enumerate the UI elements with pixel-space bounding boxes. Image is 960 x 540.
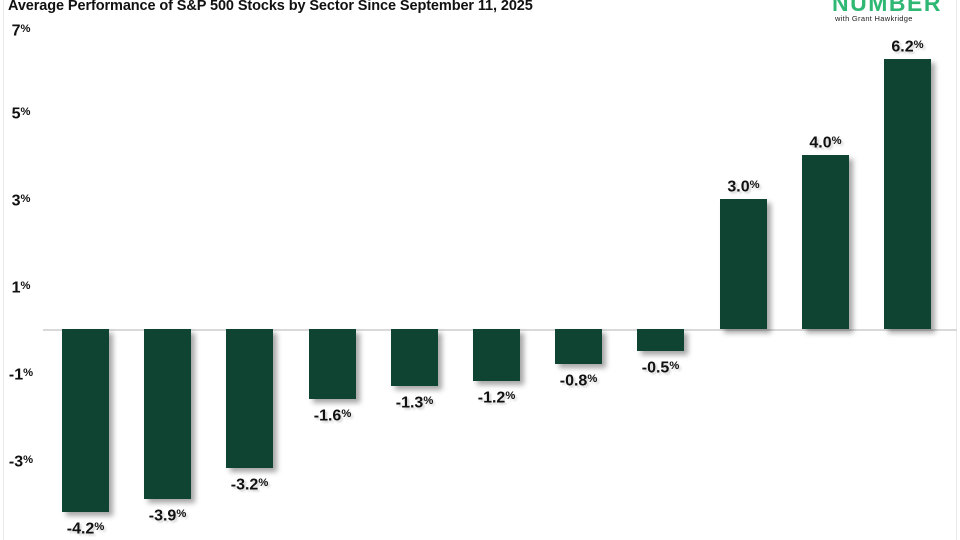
percent-sign: % bbox=[749, 178, 760, 191]
percent-sign: % bbox=[20, 23, 31, 35]
right-border-line bbox=[956, 0, 957, 540]
percent-sign: % bbox=[669, 359, 680, 372]
bar bbox=[884, 59, 931, 329]
percent-sign: % bbox=[20, 279, 31, 292]
percent-sign: % bbox=[831, 135, 842, 147]
bar bbox=[555, 329, 602, 364]
logo-brand-wordmark: NUMBER bbox=[832, 0, 942, 16]
bar bbox=[637, 329, 684, 351]
percent-sign: % bbox=[20, 105, 31, 118]
percent-sign: % bbox=[505, 390, 516, 403]
bar bbox=[802, 155, 849, 329]
bar-value-label: 3.0% bbox=[727, 178, 760, 196]
percent-sign: % bbox=[913, 39, 924, 52]
y-tick-label: 3% bbox=[11, 192, 31, 210]
bar bbox=[473, 329, 520, 382]
bar-value-label: -4.2% bbox=[66, 520, 105, 538]
chart-title: Average Performance of S&P 500 Stocks by… bbox=[8, 0, 533, 14]
bar-value-label: -3.2% bbox=[230, 476, 269, 494]
bar-value-label: -0.8% bbox=[559, 372, 598, 390]
y-tick-label: 7% bbox=[11, 22, 31, 40]
bar-value-label: -0.5% bbox=[641, 359, 680, 377]
y-tick-label: 1% bbox=[11, 279, 31, 297]
percent-sign: % bbox=[341, 407, 352, 420]
bar-value-label: -1.2% bbox=[477, 389, 516, 407]
percent-sign: % bbox=[23, 453, 34, 466]
bar bbox=[62, 329, 109, 512]
bar-value-label: -3.9% bbox=[148, 507, 187, 525]
y-tick-label: -3% bbox=[8, 453, 34, 471]
bar-value-label: -1.6% bbox=[313, 407, 352, 425]
bar bbox=[144, 329, 191, 499]
percent-sign: % bbox=[176, 507, 187, 520]
percent-sign: % bbox=[23, 366, 34, 379]
bar bbox=[391, 329, 438, 386]
y-tick-label: -1% bbox=[8, 366, 34, 384]
bar bbox=[309, 329, 356, 399]
y-tick-label: 5% bbox=[11, 105, 31, 123]
percent-sign: % bbox=[94, 520, 105, 533]
bar-value-label: -1.3% bbox=[395, 394, 434, 412]
percent-sign: % bbox=[258, 477, 269, 490]
percent-sign: % bbox=[587, 372, 598, 385]
bar bbox=[720, 198, 767, 329]
percent-sign: % bbox=[423, 394, 434, 407]
left-border-line bbox=[3, 0, 4, 540]
bar-value-label: 4.0% bbox=[809, 134, 842, 152]
logo-tagline: with Grant Hawkridge bbox=[835, 14, 913, 23]
bar-value-label: 6.2% bbox=[891, 38, 924, 56]
bar bbox=[226, 329, 273, 469]
percent-sign: % bbox=[20, 192, 31, 205]
